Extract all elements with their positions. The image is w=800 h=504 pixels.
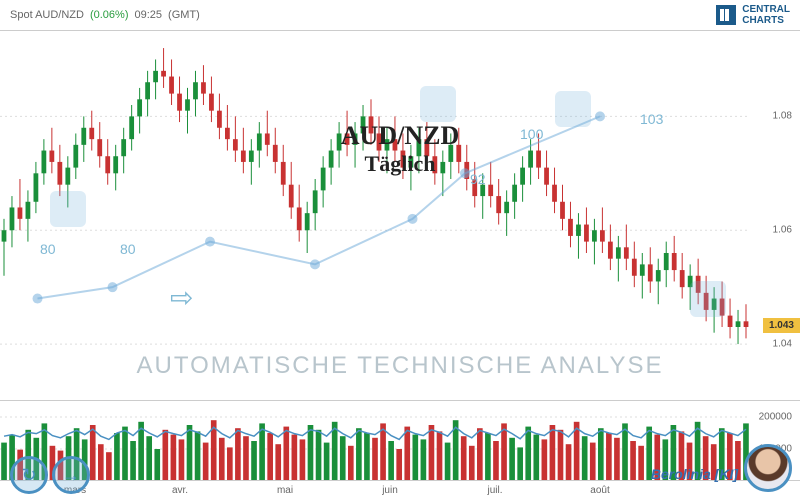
vol-tick: 200000	[759, 412, 792, 423]
chart-header: Spot AUD/NZD (0.06%) 09:25 (GMT) CENTRAL…	[0, 0, 800, 30]
x-tick: août	[590, 485, 609, 496]
tz-label: (GMT)	[168, 9, 200, 21]
pct-change: (0.06%)	[90, 9, 129, 21]
assistant-avatar-icon[interactable]	[744, 444, 792, 492]
nav-back-icon[interactable]: ↻	[10, 456, 48, 494]
time-label: 09:25	[135, 9, 163, 21]
current-price-badge: 1.043	[763, 318, 800, 333]
y-tick: 1.06	[773, 225, 792, 236]
header-left: Spot AUD/NZD (0.06%) 09:25 (GMT)	[10, 9, 200, 21]
y-tick: 1.08	[773, 111, 792, 122]
x-tick: juin	[382, 485, 398, 496]
x-tick: juil.	[487, 485, 502, 496]
candlestick-chart	[0, 31, 750, 401]
y-tick: 1.04	[773, 339, 792, 350]
brand-logo[interactable]: CENTRAL CHARTS	[716, 4, 790, 26]
x-tick: mai	[277, 485, 293, 496]
x-tick: avr.	[172, 485, 188, 496]
nav-buttons: ↻ →	[10, 456, 90, 494]
price-y-axis: 1.04 1.06 1.08 1.043	[750, 31, 800, 401]
price-chart-area[interactable]: 1.041.061.081.043 AUD/NZD Täglich AUTOMA…	[0, 30, 800, 400]
logo-text: CENTRAL CHARTS	[742, 4, 790, 26]
volume-chart	[0, 401, 750, 481]
symbol-label: Spot AUD/NZD	[10, 9, 84, 21]
assistant-label: Berolinia [KI]	[651, 466, 738, 482]
nav-forward-icon[interactable]: →	[52, 456, 90, 494]
logo-icon	[716, 5, 736, 25]
x-axis: marsavr.maijuinjuil.août	[0, 480, 800, 504]
